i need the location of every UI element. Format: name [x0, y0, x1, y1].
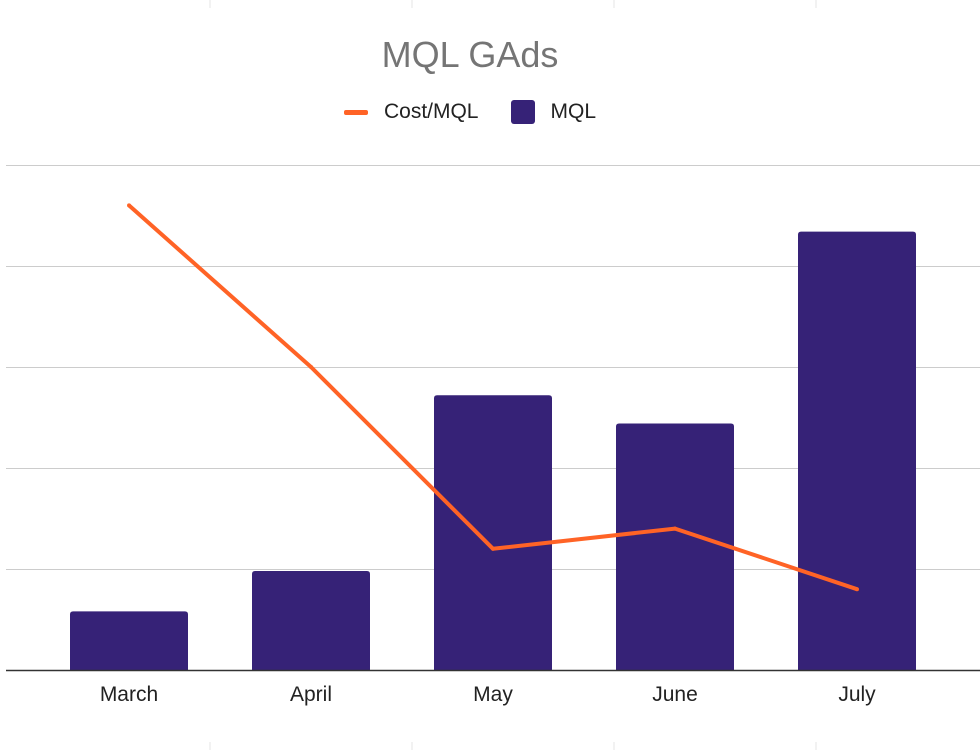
legend-label-mql: MQL: [550, 100, 597, 123]
legend-item-cost-mql[interactable]: Cost/MQL: [343, 100, 479, 124]
point-cost-mql-march[interactable]: [127, 203, 131, 208]
bar-mql-june[interactable]: [616, 423, 734, 670]
chart-title: MQL GAds: [381, 34, 559, 75]
legend-swatch-cost-mql: [343, 109, 368, 115]
x-tick-label-june: June: [652, 683, 698, 706]
bar-mql-march[interactable]: [70, 611, 188, 670]
legend: Cost/MQL MQL: [0, 100, 940, 124]
point-cost-mql-june[interactable]: [673, 526, 677, 531]
point-cost-mql-may[interactable]: [491, 546, 495, 551]
bar-mql-april[interactable]: [252, 571, 370, 670]
x-tick-label-may: May: [473, 683, 513, 706]
x-tick-label-july: July: [838, 683, 876, 706]
x-tick-label-april: April: [290, 683, 332, 706]
point-cost-mql-july[interactable]: [855, 587, 859, 592]
point-cost-mql-april[interactable]: [309, 365, 313, 369]
x-tick-label-march: March: [100, 683, 158, 706]
bar-mql-may[interactable]: [434, 395, 552, 670]
legend-item-mql[interactable]: MQL: [510, 100, 597, 124]
legend-swatch-mql: [510, 100, 535, 124]
legend-label-cost-mql: Cost/MQL: [383, 100, 479, 123]
bar-mql-july[interactable]: [798, 231, 916, 670]
